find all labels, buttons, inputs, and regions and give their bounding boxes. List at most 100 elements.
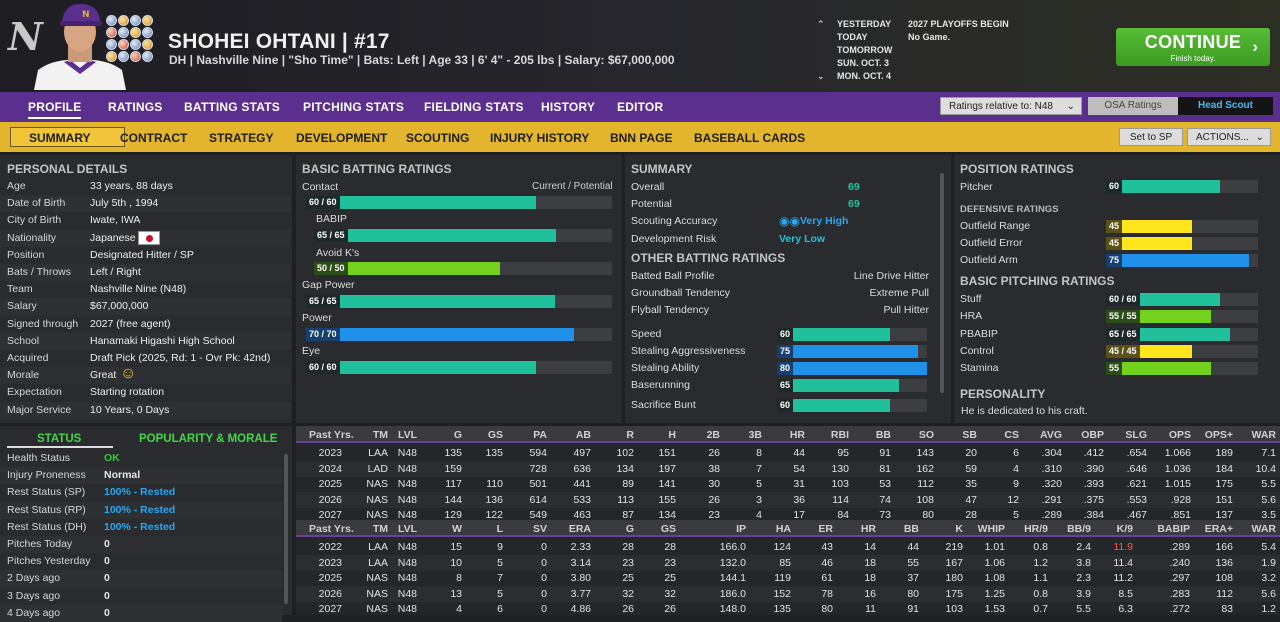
column-header[interactable]: 2B (706, 429, 720, 441)
subtab-injury-history[interactable]: INJURY HISTORY (490, 131, 590, 145)
subtab-contract[interactable]: CONTRACT (120, 131, 188, 145)
table-cell: 184 (1215, 462, 1233, 475)
day-label[interactable]: TOMORROW (837, 45, 893, 55)
column-header[interactable]: OBP (1081, 429, 1104, 441)
table-row[interactable]: 2022 LAA N48 15 9 0 2.33 28 28 166.0 124 43 14 44 219 1… (296, 539, 1280, 555)
column-header[interactable]: L (496, 523, 503, 535)
column-header[interactable]: HR (860, 523, 876, 535)
continue-button[interactable]: CONTINUE Finish today. › (1116, 28, 1270, 66)
column-header[interactable]: OPS (1168, 429, 1191, 441)
table-row[interactable]: 2023 LAA N48 10 5 0 3.14 23 23 132.0 85 46 18 55 167 1.… (296, 554, 1280, 571)
day-label[interactable]: MON. OCT. 4 (837, 71, 892, 81)
column-header[interactable]: ERA (568, 523, 591, 535)
column-header[interactable]: OPS+ (1204, 429, 1233, 441)
column-header[interactable]: HR/9 (1024, 523, 1048, 535)
column-header[interactable]: SO (918, 429, 934, 441)
table-cell: 122 (485, 509, 503, 522)
column-header[interactable]: HR (789, 429, 805, 441)
tab-popularity-morale[interactable]: POPULARITY & MORALE (139, 433, 278, 445)
column-header[interactable]: AB (575, 429, 591, 441)
column-header[interactable]: 3B (748, 429, 762, 441)
column-header[interactable]: H (668, 429, 676, 441)
column-header[interactable]: WAR (1251, 523, 1277, 535)
table-row[interactable]: 2026 NAS N48 144 136 614 533 113 155 26 3 36 114 74 10… (296, 491, 1280, 508)
rating-value: 60 (777, 399, 794, 412)
player-photo: N (24, 0, 136, 90)
subtab-bnn-page[interactable]: BNN PAGE (610, 131, 673, 145)
column-header[interactable]: SB (962, 429, 977, 441)
chevron-down-icon[interactable]: ⌄ (817, 71, 825, 81)
column-header[interactable]: Past Yrs. (309, 429, 354, 441)
column-header[interactable]: SV (532, 523, 547, 535)
column-header[interactable]: AVG (1040, 429, 1062, 441)
column-header[interactable]: BB/9 (1067, 523, 1091, 535)
ratings-relative-select[interactable]: Ratings relative to: N48 ⌄ (940, 97, 1082, 115)
day-label[interactable]: TODAY (837, 32, 868, 42)
column-header[interactable]: IP (736, 523, 746, 535)
column-header[interactable]: HA (775, 523, 791, 535)
column-header[interactable]: CS (1004, 429, 1019, 441)
column-header[interactable]: Past Yrs. (309, 523, 354, 535)
column-header[interactable]: SLG (1125, 429, 1147, 441)
subtab-scouting[interactable]: SCOUTING (406, 131, 470, 145)
table-cell: 7 (497, 572, 503, 585)
subtab-summary[interactable]: SUMMARY (29, 131, 91, 145)
table-row[interactable]: 2025 NAS N48 8 7 0 3.80 25 25 144.1 119 61 18 37 180 1.… (296, 570, 1280, 586)
tab-fielding-stats[interactable]: FIELDING STATS (424, 100, 524, 114)
subtab-baseball-cards[interactable]: BASEBALL CARDS (694, 131, 806, 145)
table-row[interactable]: 2025 NAS N48 117 110 501 441 89 141 30 5 31 103 53 112… (296, 476, 1280, 492)
column-header[interactable]: WHIP (977, 523, 1005, 535)
table-row[interactable]: 2023 LAA N48 135 135 594 497 102 151 26 8 44 95 91 143… (296, 445, 1280, 461)
column-header[interactable]: GS (487, 429, 503, 441)
subtab-strategy[interactable]: STRATEGY (209, 131, 274, 145)
table-row[interactable]: 2027 NAS N48 129 122 549 463 87 134 23 4 17 84 73 80 28… (296, 507, 1280, 523)
table-row[interactable]: 2026 NAS N48 13 5 0 3.77 32 32 186.0 152 78 16 80 175 1… (296, 585, 1280, 602)
column-header[interactable]: R (626, 429, 634, 441)
tab-editor[interactable]: EDITOR (617, 100, 664, 114)
column-header[interactable]: G (453, 429, 462, 441)
summary-scrollbar[interactable] (940, 173, 944, 393)
status-scrollbar[interactable] (284, 454, 288, 604)
table-cell: 594 (529, 447, 547, 459)
tab-ratings[interactable]: RATINGS (108, 100, 163, 114)
subtab-development[interactable]: DEVELOPMENT (296, 131, 388, 145)
batting-rating-label: Contact (302, 181, 339, 193)
rating-bar: 45 (1106, 220, 1258, 233)
other-rating-label: Batted Ball Profile (631, 270, 715, 282)
tab-status[interactable]: STATUS (7, 430, 113, 448)
column-header[interactable]: LVL (397, 429, 417, 441)
column-header[interactable]: G (625, 523, 634, 535)
actions-dropdown[interactable]: ACTIONS... ⌄ (1187, 128, 1271, 146)
column-header[interactable]: K (955, 523, 963, 535)
osa-ratings-button[interactable]: OSA Ratings (1088, 97, 1178, 115)
column-header[interactable]: GS (660, 523, 676, 535)
column-header[interactable]: WAR (1251, 429, 1277, 441)
tab-batting-stats[interactable]: BATTING STATS (184, 100, 280, 114)
column-header[interactable]: BABIP (1157, 523, 1190, 535)
table-row[interactable]: 2027 NAS N48 4 6 0 4.86 26 26 148.0 135 80 11 91 103 1.… (296, 601, 1280, 617)
chevron-up-icon[interactable]: ⌃ (817, 19, 825, 29)
column-header[interactable]: LVL (397, 523, 417, 535)
table-cell: 14 (864, 541, 876, 553)
tab-history[interactable]: HISTORY (541, 100, 596, 114)
head-scout-button[interactable]: Head Scout (1178, 97, 1273, 115)
tab-pitching-stats[interactable]: PITCHING STATS (303, 100, 405, 114)
set-to-sp-button[interactable]: Set to SP (1119, 128, 1183, 146)
column-header[interactable]: TM (372, 523, 388, 535)
column-header[interactable]: RBI (830, 429, 849, 441)
column-header[interactable]: K/9 (1116, 523, 1133, 535)
column-header[interactable]: PA (533, 429, 547, 441)
table-row[interactable]: 2024 LAD N48 159 728 636 134 197 38 7 54 130 81 162 59… (296, 460, 1280, 477)
tab-profile[interactable]: PROFILE (28, 100, 82, 119)
day-label[interactable]: YESTERDAY (837, 19, 892, 29)
column-header[interactable]: ER (818, 523, 833, 535)
column-header[interactable]: TM (372, 429, 388, 441)
table-cell: .297 (1169, 572, 1190, 585)
column-header[interactable]: BB (875, 429, 891, 441)
column-header[interactable]: W (452, 523, 462, 535)
rating-value: 65 / 65 (306, 295, 340, 308)
table-cell: 32 (622, 587, 634, 600)
day-label[interactable]: SUN. OCT. 3 (837, 58, 890, 68)
column-header[interactable]: BB (903, 523, 919, 535)
column-header[interactable]: ERA+ (1204, 523, 1233, 535)
